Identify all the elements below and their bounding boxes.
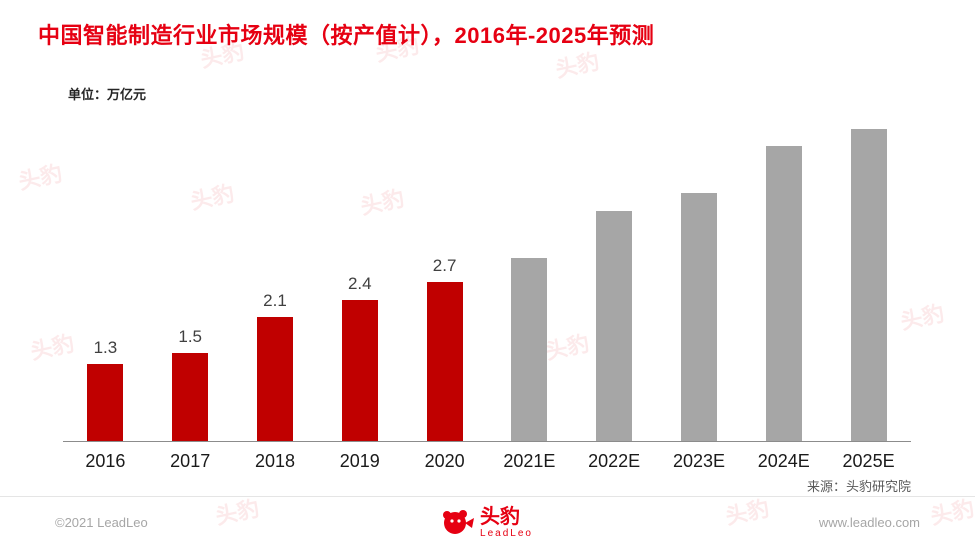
x-axis-label: 2023E (672, 451, 725, 471)
bar-value-label: 1.3 (93, 338, 118, 357)
x-axis-label: 2021E (503, 451, 556, 471)
brand-name-cn: 头豹 (480, 505, 521, 528)
bar-actual (341, 300, 378, 441)
x-axis-label: 2024E (757, 451, 810, 471)
chart-title: 中国智能制造行业市场规模（按产值计），2016年-2025年预测 (38, 23, 655, 48)
bar-column: 2.7 (402, 112, 487, 441)
bar-column (657, 112, 742, 441)
brand-text: 头豹 LeadLeo (480, 507, 533, 539)
bar-column (572, 112, 657, 441)
bar-value-label: 2.1 (263, 291, 287, 310)
bar-forecast (850, 129, 887, 441)
x-axis: 2016 2017 2018 2019 2020 2021E 2022E 2023E 2024E… (63, 451, 911, 472)
bar-forecast (596, 211, 633, 441)
leadleo-logo: 头豹 LeadLeo (442, 507, 533, 539)
x-axis-label: 2022E (588, 451, 641, 471)
watermark: 头豹 (16, 160, 65, 195)
copyright: ©2021 LeadLeo (55, 515, 148, 530)
bar-column: 2.4 (317, 112, 402, 441)
x-axis-label: 2017 (170, 451, 211, 471)
bar-column: 1.3 (63, 112, 148, 441)
bar-actual (256, 317, 293, 441)
bar-column (826, 112, 911, 441)
footer: ©2021 LeadLeo 头豹 LeadLeo www.leadleo.com (0, 496, 975, 548)
x-axis-label: 2016 (85, 451, 126, 471)
x-axis-label: 2019 (339, 451, 380, 471)
unit-label: 单位：万亿元 (68, 87, 147, 102)
bar-forecast (680, 193, 717, 441)
bar-value-label: 1.5 (178, 327, 203, 346)
bar-chart: 1.3 1.5 2.1 2.4 2.7 2016 2017 2018 2019 2020 2021… (63, 112, 911, 472)
bar-column: 1.5 (148, 112, 233, 441)
leadleo-lion-icon (443, 509, 475, 534)
bar-forecast (511, 258, 548, 441)
bar-column (487, 112, 572, 441)
bar-actual (172, 353, 209, 441)
bar-actual (426, 282, 463, 441)
bar-forecast (765, 146, 802, 441)
website-link[interactable]: www.leadleo.com (818, 515, 920, 530)
plot-area: 1.3 1.5 2.1 2.4 2.7 (63, 112, 911, 442)
brand-name-en: LeadLeo (480, 527, 533, 539)
x-axis-label: 2025E (842, 451, 895, 471)
x-axis-label: 2020 (424, 451, 465, 471)
x-axis-label: 2018 (254, 451, 296, 471)
bar-value-label: 2.4 (347, 274, 372, 293)
bar-value-label: 2.7 (432, 256, 457, 275)
bar-column (741, 112, 826, 441)
source-label: 来源：头豹研究院 (806, 479, 911, 494)
bar-actual (87, 364, 124, 441)
bar-column: 2.1 (233, 112, 318, 441)
